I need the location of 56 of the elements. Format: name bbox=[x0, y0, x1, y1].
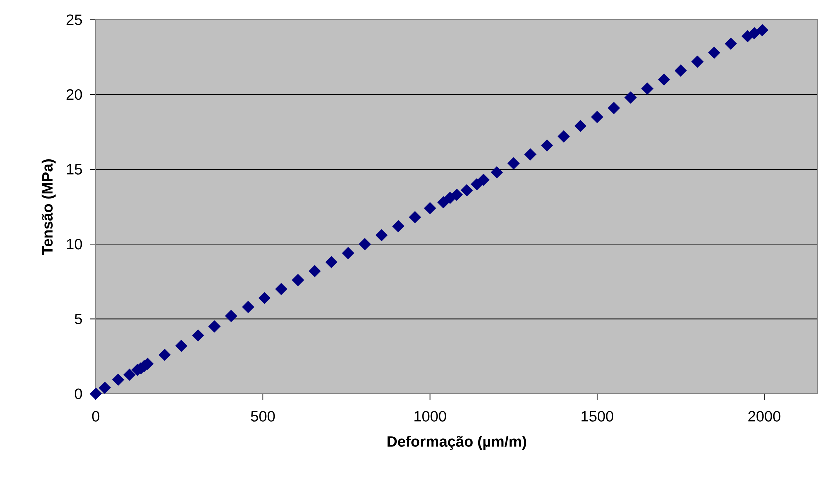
y-tick-label: 25 bbox=[66, 14, 82, 26]
point bbox=[308, 265, 322, 278]
y-tick-label: 5 bbox=[75, 314, 82, 324]
point bbox=[674, 64, 688, 77]
point bbox=[275, 283, 288, 296]
y-tick-label: 0 bbox=[75, 388, 82, 400]
point bbox=[608, 102, 620, 114]
x-axis-title: Deformação (µm/m) bbox=[388, 436, 526, 450]
point bbox=[342, 247, 355, 260]
point bbox=[192, 330, 204, 342]
point bbox=[748, 27, 761, 40]
point bbox=[460, 184, 474, 197]
point bbox=[258, 292, 271, 304]
point bbox=[724, 38, 738, 50]
point bbox=[242, 301, 255, 314]
point bbox=[450, 188, 464, 202]
y-tick-label: 15 bbox=[67, 164, 82, 175]
point bbox=[175, 340, 188, 352]
x-tick-label: 1500 bbox=[582, 411, 614, 422]
point bbox=[708, 46, 721, 60]
point bbox=[591, 111, 604, 124]
point bbox=[409, 211, 422, 224]
point bbox=[470, 178, 484, 191]
point bbox=[524, 148, 537, 161]
y-tick-label: 20 bbox=[66, 89, 82, 100]
point bbox=[326, 256, 338, 268]
point bbox=[490, 166, 504, 179]
point bbox=[424, 202, 436, 215]
x-tick-label: 0 bbox=[92, 411, 100, 422]
point bbox=[692, 56, 704, 68]
point bbox=[437, 196, 450, 209]
point bbox=[392, 220, 405, 233]
point bbox=[98, 382, 112, 394]
x-tick-label: 500 bbox=[251, 411, 276, 422]
point bbox=[641, 82, 654, 95]
point bbox=[478, 174, 490, 186]
x-tick-label: 1000 bbox=[414, 411, 446, 422]
point bbox=[508, 157, 520, 170]
point bbox=[658, 74, 670, 86]
point bbox=[756, 24, 769, 37]
x-tick-label: 2000 bbox=[748, 411, 781, 422]
y-axis-title: Tensão (MPa) bbox=[42, 160, 56, 256]
y-tick-label: 10 bbox=[67, 239, 82, 250]
point bbox=[358, 238, 372, 251]
point bbox=[624, 92, 637, 104]
point bbox=[292, 274, 304, 286]
point bbox=[124, 368, 136, 382]
point bbox=[574, 120, 587, 132]
point bbox=[90, 388, 102, 400]
point bbox=[558, 130, 570, 143]
point bbox=[376, 229, 388, 242]
point bbox=[225, 310, 238, 322]
point bbox=[541, 140, 554, 152]
point bbox=[208, 320, 221, 333]
point bbox=[158, 348, 171, 362]
point bbox=[112, 374, 125, 386]
